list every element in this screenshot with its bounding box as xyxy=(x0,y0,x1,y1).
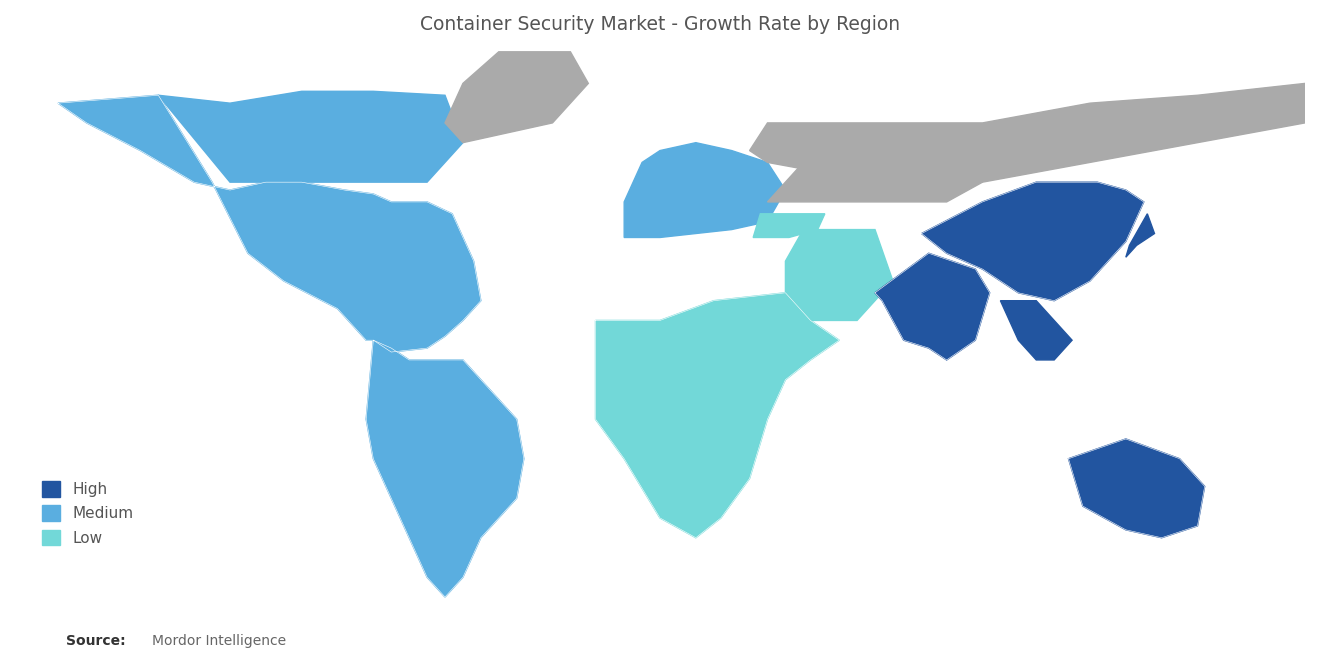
Text: Source:: Source: xyxy=(66,634,125,648)
Polygon shape xyxy=(158,91,463,182)
Title: Container Security Market - Growth Rate by Region: Container Security Market - Growth Rate … xyxy=(420,15,900,34)
Polygon shape xyxy=(595,293,840,538)
Polygon shape xyxy=(624,143,785,237)
Polygon shape xyxy=(366,340,524,597)
Polygon shape xyxy=(1001,301,1072,360)
Polygon shape xyxy=(1126,213,1155,257)
Polygon shape xyxy=(875,253,990,360)
Text: Mordor Intelligence: Mordor Intelligence xyxy=(152,634,286,648)
Polygon shape xyxy=(1068,439,1205,538)
Polygon shape xyxy=(767,162,982,202)
Polygon shape xyxy=(921,182,1143,301)
Polygon shape xyxy=(445,52,589,143)
Legend: High, Medium, Low: High, Medium, Low xyxy=(36,475,140,552)
Polygon shape xyxy=(754,213,825,237)
Polygon shape xyxy=(58,95,480,352)
Polygon shape xyxy=(750,83,1305,182)
Polygon shape xyxy=(785,229,892,321)
